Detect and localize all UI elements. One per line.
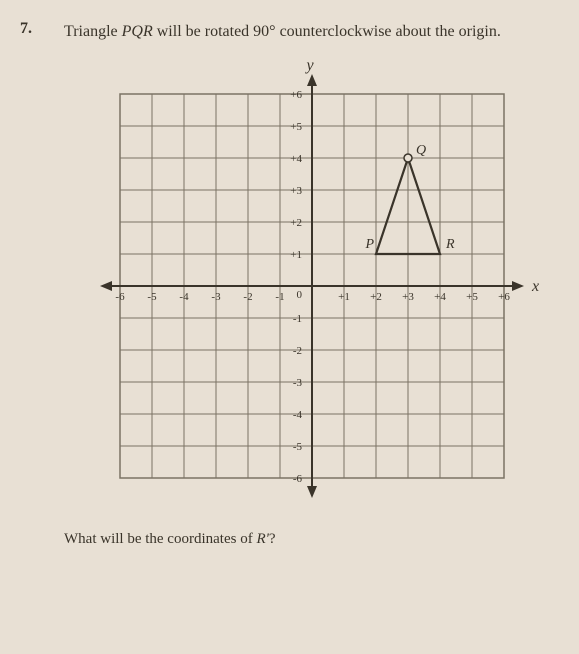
svg-text:+3: +3	[402, 291, 414, 303]
svg-text:+3: +3	[290, 185, 302, 197]
question-post: ?	[269, 531, 276, 547]
svg-text:+4: +4	[290, 153, 302, 165]
svg-text:-4: -4	[292, 409, 302, 421]
problem-number: 7.	[20, 20, 40, 548]
svg-text:-3: -3	[211, 291, 221, 303]
svg-text:-2: -2	[243, 291, 252, 303]
svg-text:Q: Q	[416, 143, 426, 158]
triangle-name: PQR	[122, 23, 153, 40]
svg-text:x: x	[531, 278, 539, 295]
svg-text:0: 0	[296, 289, 302, 301]
problem-body: Triangle PQR will be rotated 90° counter…	[64, 20, 559, 548]
grid-svg: y x +1 +2 +3 +4 +5 +6 -1 -2 -3 -4 -5 -6 0 +1 +2 +3 +4 +5 +6 -…	[82, 56, 542, 516]
problem-container: 7. Triangle PQR will be rotated 90° coun…	[20, 20, 559, 548]
coordinate-grid: y x +1 +2 +3 +4 +5 +6 -1 -2 -3 -4 -5 -6 0 +1 +2 +3 +4 +5 +6 -…	[64, 56, 559, 521]
svg-text:+2: +2	[370, 291, 382, 303]
svg-text:-4: -4	[179, 291, 189, 303]
svg-text:-3: -3	[292, 377, 302, 389]
svg-text:+4: +4	[434, 291, 446, 303]
svg-text:+2: +2	[290, 217, 302, 229]
svg-text:+6: +6	[290, 89, 302, 101]
question-text: What will be the coordinates of R'?	[64, 531, 559, 548]
svg-text:-6: -6	[292, 473, 302, 485]
statement-pre: Triangle	[64, 23, 122, 40]
svg-text:y: y	[304, 57, 314, 74]
statement-post: will be rotated 90° counterclockwise abo…	[153, 23, 501, 40]
question-pre: What will be the coordinates of	[64, 531, 256, 547]
problem-statement: Triangle PQR will be rotated 90° counter…	[64, 20, 559, 44]
question-var: R'	[256, 531, 268, 547]
svg-text:-5: -5	[292, 441, 302, 453]
svg-text:-1: -1	[292, 313, 301, 325]
svg-text:-1: -1	[275, 291, 284, 303]
svg-text:+1: +1	[338, 291, 350, 303]
svg-text:+5: +5	[466, 291, 478, 303]
svg-text:-2: -2	[292, 345, 301, 357]
svg-text:R: R	[445, 237, 455, 252]
svg-text:+5: +5	[290, 121, 302, 133]
svg-text:+1: +1	[290, 249, 302, 261]
svg-text:P: P	[364, 237, 374, 252]
svg-text:-5: -5	[147, 291, 157, 303]
svg-text:-6: -6	[115, 291, 125, 303]
svg-text:+6: +6	[498, 291, 510, 303]
